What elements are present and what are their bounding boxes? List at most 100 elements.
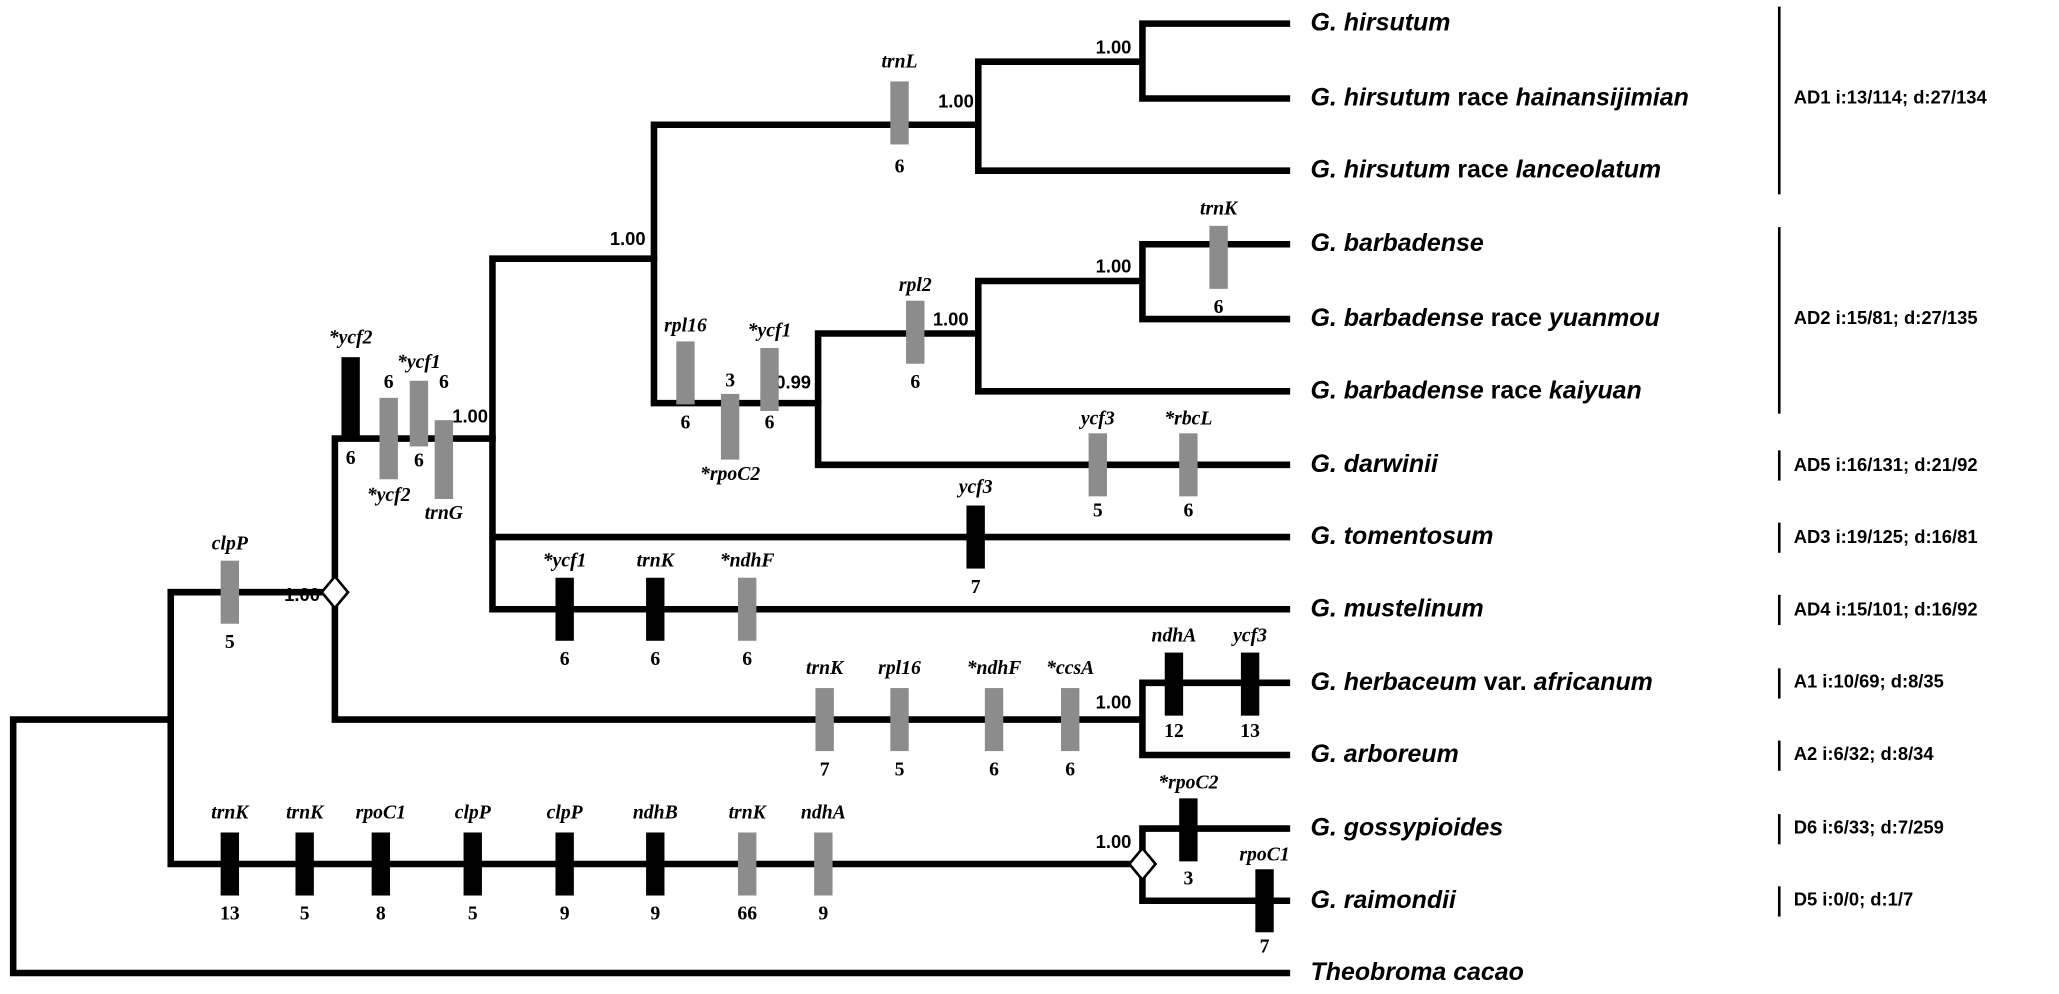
marker-gene: *ndhF bbox=[720, 550, 775, 572]
taxon-label: G. hirsutum bbox=[1310, 8, 1450, 36]
marker-gene: *ycf1 bbox=[543, 550, 587, 572]
marker-bar bbox=[295, 832, 314, 896]
marker-gene: *rbcL bbox=[1164, 408, 1212, 430]
taxon-label-part: var. bbox=[1477, 667, 1527, 695]
marker-count: 9 bbox=[560, 903, 570, 925]
taxon-label: G. gossypioides bbox=[1310, 813, 1503, 841]
marker-count: 6 bbox=[742, 648, 752, 670]
marker-count: 13 bbox=[220, 903, 240, 925]
taxon-label: Theobroma cacao bbox=[1310, 958, 1523, 986]
taxon-label: G. barbadense race kaiyuan bbox=[1310, 376, 1641, 404]
marker-count: 6 bbox=[1065, 758, 1075, 780]
marker-gene: trnK bbox=[1200, 198, 1239, 220]
marker-bar bbox=[463, 832, 482, 896]
marker-gene: trnK bbox=[211, 802, 250, 824]
taxon-label-part: lanceolatum bbox=[1509, 155, 1661, 183]
taxon-label-part: race bbox=[1450, 83, 1508, 111]
node-diamond bbox=[320, 574, 350, 611]
marker-bar bbox=[341, 357, 360, 440]
marker-gene: ndhA bbox=[801, 802, 846, 824]
marker-bar bbox=[1088, 433, 1107, 497]
support-value: 1.00 bbox=[933, 308, 969, 329]
group-label: D6 i:6/33; d:7/259 bbox=[1794, 816, 1944, 837]
marker-gene: *rpoC2 bbox=[1158, 771, 1218, 793]
marker-bar bbox=[434, 420, 454, 499]
marker-gene: trnG bbox=[425, 502, 463, 524]
marker-bar bbox=[1061, 688, 1080, 752]
group-label: D5 i:0/0; d:1/7 bbox=[1794, 889, 1913, 910]
marker-bar bbox=[676, 341, 695, 405]
marker-gene: *ycf2 bbox=[329, 326, 373, 348]
taxon-label-part: Theobroma cacao bbox=[1310, 958, 1523, 986]
marker-bar bbox=[906, 300, 925, 364]
marker-bar bbox=[1240, 652, 1260, 716]
marker-count: 7 bbox=[971, 576, 981, 598]
marker-count: 6 bbox=[414, 450, 424, 472]
taxon-label-part: G. barbadense bbox=[1310, 376, 1483, 404]
marker-bar bbox=[984, 688, 1004, 752]
taxon-label-part: G. mustelinum bbox=[1310, 594, 1483, 622]
marker-count: 6 bbox=[989, 758, 999, 780]
marker-bar bbox=[720, 393, 740, 460]
taxon-label-part: G. hirsutum bbox=[1310, 83, 1450, 111]
marker-gene: rpoC1 bbox=[1239, 844, 1289, 866]
marker-count: 7 bbox=[820, 758, 830, 780]
marker-bar bbox=[646, 577, 665, 641]
taxon-label-part: G. arboreum bbox=[1310, 740, 1458, 768]
taxon-label-part: G. raimondii bbox=[1310, 885, 1457, 913]
taxon-label: G. mustelinum bbox=[1310, 594, 1483, 622]
marker-count: 3 bbox=[1183, 867, 1193, 889]
marker-count: 8 bbox=[376, 903, 386, 925]
marker-gene: ycf3 bbox=[1231, 624, 1267, 646]
marker-count: 6 bbox=[384, 371, 394, 393]
marker-bar bbox=[371, 832, 391, 896]
taxon-label-part: G. barbadense bbox=[1310, 304, 1483, 332]
marker-gene: ycf3 bbox=[1079, 408, 1115, 430]
group-label: A2 i:6/32; d:8/34 bbox=[1794, 743, 1935, 764]
support-value: 1.00 bbox=[1096, 692, 1132, 713]
marker-bar bbox=[555, 577, 574, 641]
marker-count: 6 bbox=[1183, 500, 1193, 522]
marker-count: 66 bbox=[737, 903, 757, 925]
taxon-label: G. barbadense race yuanmou bbox=[1310, 304, 1659, 332]
marker-gene: *ycf1 bbox=[748, 320, 792, 342]
marker-gene: clpP bbox=[212, 532, 249, 554]
taxon-label-part: G. hirsutum bbox=[1310, 8, 1450, 36]
marker-count: 5 bbox=[1093, 500, 1103, 522]
marker-bar bbox=[555, 832, 574, 896]
marker-gene: *ccsA bbox=[1046, 657, 1094, 679]
marker-bar bbox=[760, 347, 779, 411]
marker-count: 6 bbox=[910, 371, 920, 393]
taxon-label-part: yuanmou bbox=[1542, 304, 1660, 332]
taxon-label-part: G. tomentosum bbox=[1310, 522, 1493, 550]
marker-bar bbox=[646, 832, 665, 896]
support-value: 1.00 bbox=[1096, 831, 1132, 852]
support-value: 1.00 bbox=[938, 90, 974, 111]
marker-gene: clpP bbox=[547, 802, 584, 824]
taxon-label-part: G. herbaceum bbox=[1310, 667, 1476, 695]
marker-bar bbox=[815, 688, 834, 752]
taxon-label-part: G. barbadense bbox=[1310, 229, 1483, 257]
marker-gene: *ycf1 bbox=[397, 351, 441, 373]
marker-count: 7 bbox=[1260, 936, 1270, 958]
taxon-label: G. tomentosum bbox=[1310, 522, 1493, 550]
marker-bar bbox=[890, 688, 909, 752]
taxon-label-part: kaiyuan bbox=[1542, 376, 1642, 404]
taxon-label: G. raimondii bbox=[1310, 885, 1457, 913]
marker-count: 5 bbox=[468, 903, 478, 925]
marker-count: 6 bbox=[650, 648, 660, 670]
group-label: A1 i:10/69; d:8/35 bbox=[1794, 671, 1944, 692]
marker-bar bbox=[1164, 652, 1184, 716]
marker-bar bbox=[1255, 869, 1274, 933]
taxon-label: G. darwinii bbox=[1310, 449, 1439, 477]
marker-bar bbox=[814, 832, 833, 896]
marker-bar bbox=[1179, 433, 1198, 497]
marker-count: 9 bbox=[650, 903, 660, 925]
marker-gene: trnK bbox=[806, 657, 845, 679]
marker-gene: trnK bbox=[729, 802, 768, 824]
marker-count: 6 bbox=[439, 371, 449, 393]
marker-bar bbox=[1209, 225, 1228, 289]
marker-count: 6 bbox=[681, 412, 691, 434]
group-label: AD1 i:13/114; d:27/134 bbox=[1794, 86, 1988, 107]
